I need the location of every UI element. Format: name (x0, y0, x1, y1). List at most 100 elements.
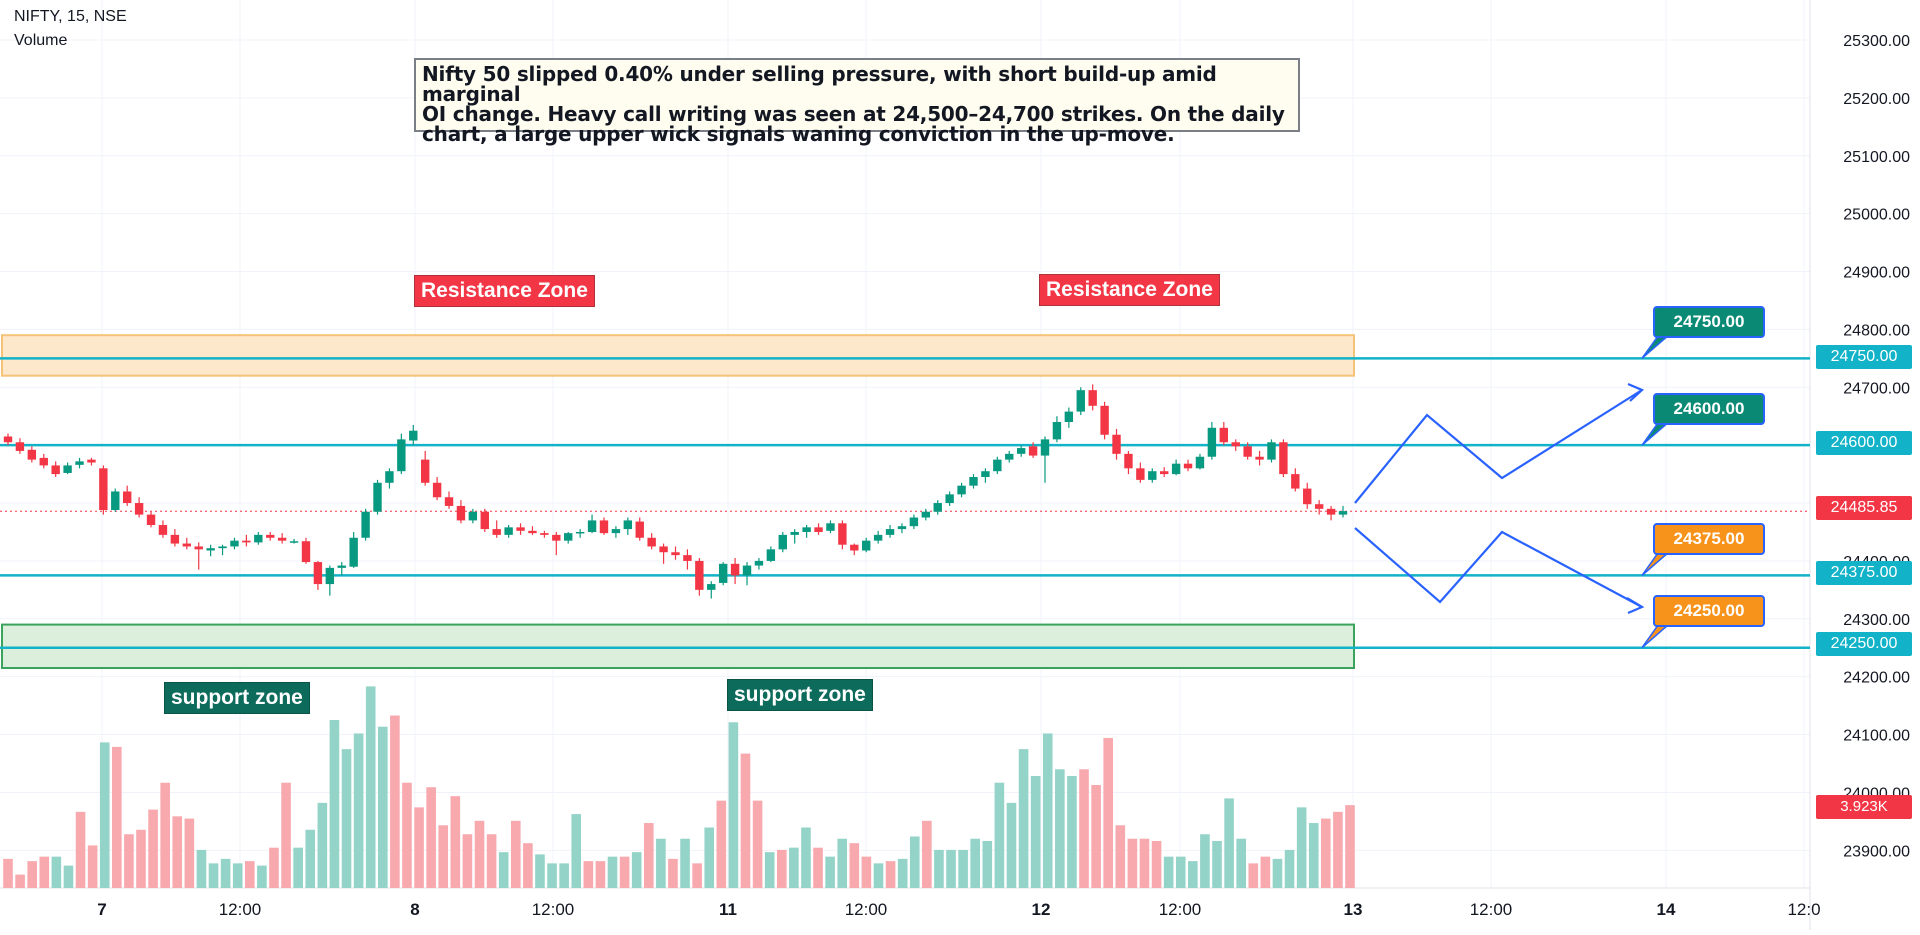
x-tick-label: 11 (719, 900, 737, 919)
volume-bar-51 (619, 856, 630, 888)
candle-body-26 (313, 562, 323, 585)
candle-body-55 (659, 546, 668, 553)
volume-bar-69 (837, 838, 848, 888)
candle-body-18 (218, 546, 227, 549)
x-tick-label: 12:0 (1787, 900, 1820, 919)
y-tick-label: 25000.00 (1843, 207, 1910, 224)
volume-bar-86 (1042, 733, 1053, 888)
price-tag-24250: 24250.00 (1816, 632, 1912, 656)
volume-bar-39 (474, 820, 485, 888)
candle-body-93 (1112, 434, 1121, 454)
target-label-24250[interactable]: 24250.00 (1653, 595, 1765, 627)
candle-body-101 (1207, 427, 1217, 457)
volume-indicator-label[interactable]: Volume (14, 32, 68, 49)
volume-bar-25 (305, 829, 316, 888)
candle-body-3 (39, 457, 48, 466)
candle-body-21 (254, 534, 263, 543)
candle-body-46 (552, 534, 561, 541)
volume-bar-40 (486, 834, 497, 888)
candle-body-78 (933, 503, 942, 512)
candle-body-14 (170, 534, 180, 544)
x-tick-label: 12:00 (845, 900, 888, 919)
candle-body-38 (456, 505, 466, 521)
volume-bar-81 (982, 840, 993, 888)
volume-bar-26 (317, 802, 328, 888)
candle-body-74 (885, 529, 895, 535)
target-label-24375[interactable]: 24375.00 (1653, 523, 1765, 555)
candle-body-15 (182, 543, 191, 547)
bearish-projection-path (1354, 527, 1643, 608)
volume-bar-32 (390, 715, 400, 888)
note-line-1: Nifty 50 slipped 0.40% under selling pre… (422, 62, 1217, 106)
candle-body-9 (111, 491, 120, 510)
candle-body-47 (564, 533, 573, 541)
volume-bar-1 (15, 874, 25, 888)
volume-bar-66 (801, 827, 811, 888)
candle-body-20 (242, 540, 251, 543)
volume-bar-67 (813, 847, 823, 888)
volume-bar-107 (1296, 807, 1307, 888)
candle-body-44 (528, 530, 537, 534)
volume-bar-83 (1006, 802, 1017, 888)
target-label-24750[interactable]: 24750.00 (1653, 306, 1765, 338)
volume-bar-33 (402, 782, 412, 888)
candle-body-0 (3, 436, 13, 443)
last-volume-tag: 3.923K (1816, 795, 1912, 819)
x-tick-label: 8 (410, 900, 419, 919)
volume-bar-63 (764, 852, 775, 888)
volume-bar-2 (27, 861, 37, 888)
volume-bar-85 (1030, 776, 1041, 888)
volume-bar-55 (668, 858, 678, 888)
bullish-projection-path (1354, 389, 1643, 504)
volume-bar-74 (897, 858, 908, 888)
symbol-title: NIFTY, 15, NSE (14, 8, 127, 25)
candle-body-106 (1267, 442, 1276, 460)
volume-bar-43 (523, 843, 533, 888)
candle-body-111 (1326, 508, 1336, 515)
volume-bar-57 (692, 863, 702, 888)
volume-bar-28 (341, 749, 352, 888)
target-label-24600[interactable]: 24600.00 (1653, 393, 1765, 425)
volume-bar-82 (994, 782, 1005, 888)
candle-body-100 (1195, 456, 1205, 469)
note-line-3: chart, a large upper wick signals waning… (422, 122, 1175, 146)
volume-bar-34 (414, 807, 424, 888)
volume-bar-75 (909, 836, 920, 888)
volume-bar-5 (63, 865, 74, 888)
volume-bar-20 (245, 861, 255, 888)
price-tag-24375: 24375.00 (1816, 561, 1912, 585)
candle-body-89 (1064, 411, 1074, 423)
candle-body-6 (75, 461, 84, 465)
volume-bar-92 (1115, 825, 1126, 888)
candle-body-37 (444, 497, 454, 506)
volume-bar-76 (922, 820, 932, 888)
candle-body-22 (266, 534, 275, 538)
y-tick-label: 24700.00 (1843, 380, 1910, 397)
candle-body-13 (158, 525, 168, 535)
volume-bar-95 (1151, 840, 1162, 888)
candle-body-77 (921, 511, 931, 518)
candle-body-85 (1016, 448, 1026, 454)
volume-bar-96 (1163, 856, 1174, 888)
volume-bar-11 (136, 829, 146, 888)
candle-body-5 (63, 465, 72, 473)
candle-body-45 (540, 533, 549, 535)
bearish-arrow-head (1626, 597, 1645, 615)
candle-body-86 (1028, 446, 1038, 456)
x-tick-label: 12:00 (1159, 900, 1202, 919)
volume-bar-50 (607, 856, 618, 888)
analysis-note[interactable]: Nifty 50 slipped 0.40% under selling pre… (414, 58, 1300, 144)
y-tick-label: 24100.00 (1843, 728, 1910, 745)
volume-bar-97 (1175, 856, 1186, 888)
volume-bar-87 (1055, 769, 1065, 888)
support-zone-band (1, 623, 1355, 669)
candle-body-51 (611, 529, 621, 534)
candle-body-102 (1219, 427, 1229, 443)
candle-body-4 (51, 465, 60, 475)
volume-bar-23 (281, 782, 291, 888)
resistance-zone-label-left: Resistance Zone (414, 275, 595, 307)
candle-body-83 (993, 459, 1002, 472)
x-tick-label: 12:00 (219, 900, 262, 919)
x-tick-label: 14 (1657, 900, 1676, 919)
candle-body-49 (587, 520, 597, 532)
